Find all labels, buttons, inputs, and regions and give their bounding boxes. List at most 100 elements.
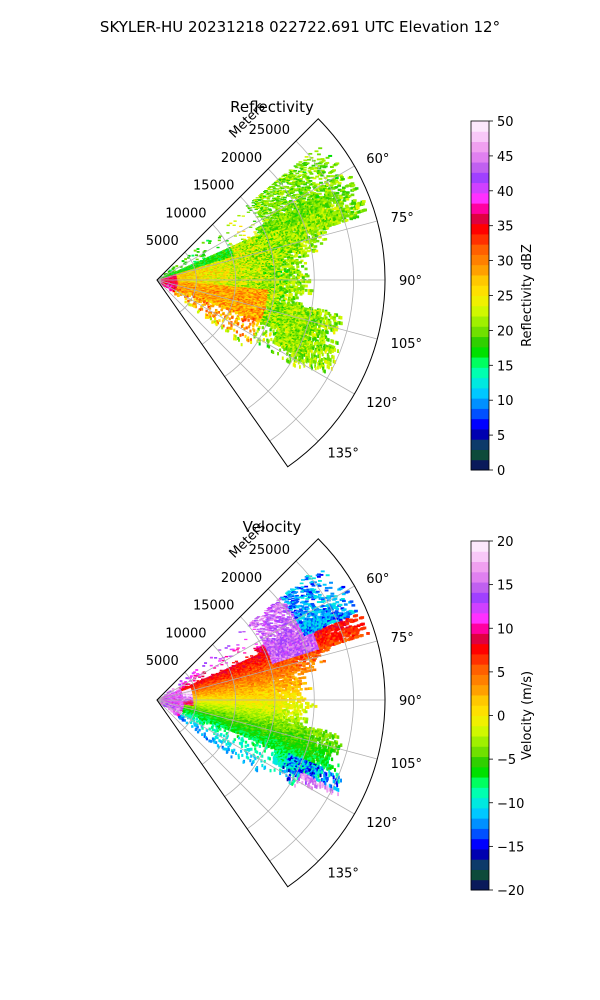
colorbar-segment (471, 725, 489, 737)
azimuth-tick-label: 120° (366, 816, 397, 831)
colorbar-segment (471, 357, 489, 368)
colorbar-segment (471, 684, 489, 696)
colorbar-segment (471, 203, 489, 214)
colorbar-segment (471, 162, 489, 173)
colorbar-segment (471, 254, 489, 266)
colorbar-segment (471, 326, 489, 338)
colorbar-segment (471, 736, 489, 747)
range-ring (224, 196, 276, 377)
azimuth-tick-label: 105° (391, 337, 422, 352)
colorbar-segment (471, 316, 489, 327)
colorbar-segment (471, 653, 489, 665)
colorbar-segment (471, 377, 489, 389)
azimuth-tick-label: 105° (391, 757, 422, 772)
colorbar-segment (471, 674, 489, 686)
colorbar-tick-label: 15 (497, 579, 514, 594)
colorbar-segment (471, 151, 489, 163)
colorbar-segment (471, 561, 489, 573)
range-ring (246, 168, 315, 410)
colorbar-segment (471, 848, 489, 860)
colorbar-segment (471, 828, 489, 840)
colorbar-segment (471, 131, 489, 143)
azimuth-tick-label: 60° (366, 572, 389, 587)
radial-tick-label: 20000 (221, 571, 262, 586)
colorbar-label: Velocity (m/s) (520, 671, 535, 760)
colorbar-segment (471, 182, 489, 194)
colorbar-segment (471, 643, 489, 655)
colorbar-segment (471, 459, 489, 471)
colorbar-segment (471, 274, 489, 286)
colorbar-segment (471, 633, 489, 645)
colorbar-segment (471, 612, 489, 624)
azimuth-spoke (156, 699, 319, 862)
colorbar-segment (471, 623, 489, 634)
colorbar-tick-label: 45 (497, 150, 514, 165)
colorbar-segment (471, 285, 489, 296)
colorbar-segment (471, 449, 489, 461)
colorbar-segment (471, 541, 489, 552)
colorbar-segment (471, 777, 489, 788)
azimuth-spoke (156, 279, 378, 340)
radial-tick-label: 25000 (249, 123, 290, 138)
colorbar-segment (471, 418, 489, 430)
colorbar-segment (471, 571, 489, 583)
azimuth-tick-label: 75° (391, 211, 414, 226)
azimuth-spoke (156, 165, 355, 281)
azimuth-spoke (156, 279, 319, 442)
colorbar-segment (471, 602, 489, 614)
azimuth-tick-label: 75° (391, 631, 414, 646)
colorbar-tick-label: 40 (497, 185, 514, 200)
azimuth-tick-label: 135° (328, 867, 359, 882)
panel-reflectivity: 5000 10000 15000 20000 25000 60° 75° 90° 105° 120… (146, 98, 535, 479)
azimuth-tick-label: 135° (328, 447, 359, 462)
range-ring (224, 616, 276, 797)
range-ring (269, 140, 354, 442)
colorbar-segment (471, 336, 489, 348)
colorbar: 0 5 10 15 20 25 30 35 40 45 50 Reflectivity dBZ (470, 115, 535, 479)
colorbar-tick-label: −15 (497, 840, 524, 855)
range-ring (201, 224, 236, 345)
panel-velocity: 5000 10000 15000 20000 25000 60° 75° 90° 105° 120… (146, 518, 535, 899)
colorbar-tick-label: 10 (497, 622, 514, 637)
colorbar-segment (471, 408, 489, 420)
azimuth-tick-label: 60° (366, 152, 389, 167)
colorbar-segment (471, 295, 489, 307)
colorbar-tick-label: −10 (497, 797, 524, 812)
colorbar-segment (471, 172, 489, 184)
colorbar-segment (471, 346, 489, 358)
colorbar-tick-label: −5 (497, 753, 516, 768)
radial-tick-label: 5000 (146, 654, 179, 669)
colorbar-segment (471, 121, 489, 132)
colorbar-segment (471, 766, 489, 778)
figure-title: SKYLER-HU 20231218 022722.691 UTC Elevat… (100, 18, 500, 36)
colorbar-tick-label: 5 (497, 666, 505, 681)
colorbar: −20 −15 −10 −5 0 5 10 15 20 Velocity (m/s) (470, 535, 535, 899)
colorbar-segment (471, 879, 489, 891)
polar-grid (156, 560, 385, 862)
colorbar-label: Reflectivity dBZ (520, 244, 535, 347)
azimuth-tick-label: 90° (399, 274, 422, 289)
panel-title: Reflectivity (230, 98, 314, 116)
azimuth-spoke (156, 640, 378, 701)
colorbar-segment (471, 141, 489, 153)
colorbar-segment (471, 213, 489, 225)
sector-frame (156, 118, 386, 468)
panel-title: Velocity (243, 518, 302, 536)
colorbar-segment (471, 807, 489, 819)
azimuth-spoke (156, 585, 355, 701)
colorbar-segment (471, 746, 489, 758)
colorbar-segment (471, 869, 489, 881)
colorbar-segment (471, 428, 489, 440)
azimuth-spoke (156, 699, 378, 760)
colorbar-segment (471, 398, 489, 409)
colorbar-tick-label: 20 (497, 324, 514, 339)
colorbar-tick-label: 0 (497, 464, 505, 479)
colorbar-segment (471, 305, 489, 317)
colorbar-tick-label: 30 (497, 255, 514, 270)
colorbar-segment (471, 592, 489, 604)
range-ring (201, 644, 236, 765)
range-ring (179, 251, 197, 313)
azimuth-spoke (156, 220, 378, 281)
colorbar-segment (471, 367, 489, 379)
